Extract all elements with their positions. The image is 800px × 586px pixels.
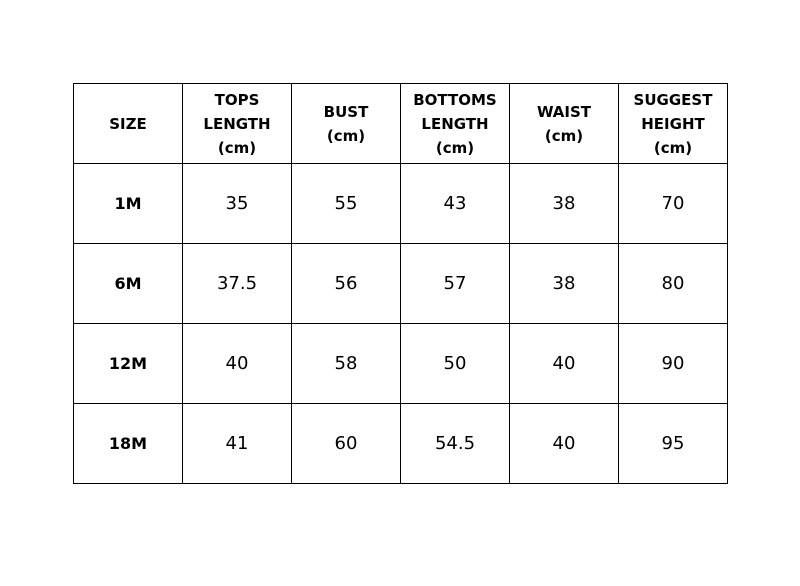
header-tops-length: TOPS LENGTH (cm): [182, 83, 292, 164]
size-chart-table: SIZE TOPS LENGTH (cm) BUST (cm) BOTTOMS …: [73, 83, 728, 484]
size-cell: 12M: [73, 323, 183, 404]
header-line: WAIST: [536, 102, 592, 121]
table-row: 12M 40 58 50 40 90: [73, 323, 728, 404]
suggest-height-cell: 80: [618, 243, 728, 324]
size-cell: 6M: [73, 243, 183, 324]
waist-cell: 40: [509, 323, 619, 404]
tops-length-cell: 40: [182, 323, 292, 404]
table-row: 6M 37.5 56 57 38 80: [73, 243, 728, 324]
header-line: (cm): [435, 138, 475, 157]
suggest-height-cell: 90: [618, 323, 728, 404]
header-line: LENGTH: [203, 114, 271, 133]
waist-cell: 40: [509, 403, 619, 484]
header-line: (cm): [544, 126, 584, 145]
header-bust: BUST (cm): [291, 83, 401, 164]
bottoms-length-cell: 43: [400, 163, 510, 244]
bottoms-length-cell: 54.5: [400, 403, 510, 484]
header-waist: WAIST (cm): [509, 83, 619, 164]
size-cell: 1M: [73, 163, 183, 244]
waist-cell: 38: [509, 163, 619, 244]
table-header-row: SIZE TOPS LENGTH (cm) BUST (cm) BOTTOMS …: [73, 83, 728, 164]
header-line: (cm): [653, 138, 693, 157]
table-row: 18M 41 60 54.5 40 95: [73, 403, 728, 484]
bust-cell: 55: [291, 163, 401, 244]
tops-length-cell: 35: [182, 163, 292, 244]
table-row: 1M 35 55 43 38 70: [73, 163, 728, 244]
tops-length-cell: 41: [182, 403, 292, 484]
header-suggest-height: SUGGEST HEIGHT (cm): [618, 83, 728, 164]
header-line: SUGGEST: [633, 90, 713, 109]
header-line: SIZE: [109, 114, 147, 133]
bottoms-length-cell: 57: [400, 243, 510, 324]
header-line: LENGTH: [421, 114, 489, 133]
suggest-height-cell: 70: [618, 163, 728, 244]
header-line: BUST: [323, 102, 369, 121]
waist-cell: 38: [509, 243, 619, 324]
header-line: TOPS: [214, 90, 260, 109]
header-line: BOTTOMS: [413, 90, 497, 109]
bust-cell: 58: [291, 323, 401, 404]
header-line: (cm): [326, 126, 366, 145]
suggest-height-cell: 95: [618, 403, 728, 484]
bust-cell: 60: [291, 403, 401, 484]
size-cell: 18M: [73, 403, 183, 484]
header-line: HEIGHT: [641, 114, 705, 133]
header-bottoms-length: BOTTOMS LENGTH (cm): [400, 83, 510, 164]
header-size: SIZE: [73, 83, 183, 164]
bust-cell: 56: [291, 243, 401, 324]
header-line: (cm): [217, 138, 257, 157]
tops-length-cell: 37.5: [182, 243, 292, 324]
bottoms-length-cell: 50: [400, 323, 510, 404]
